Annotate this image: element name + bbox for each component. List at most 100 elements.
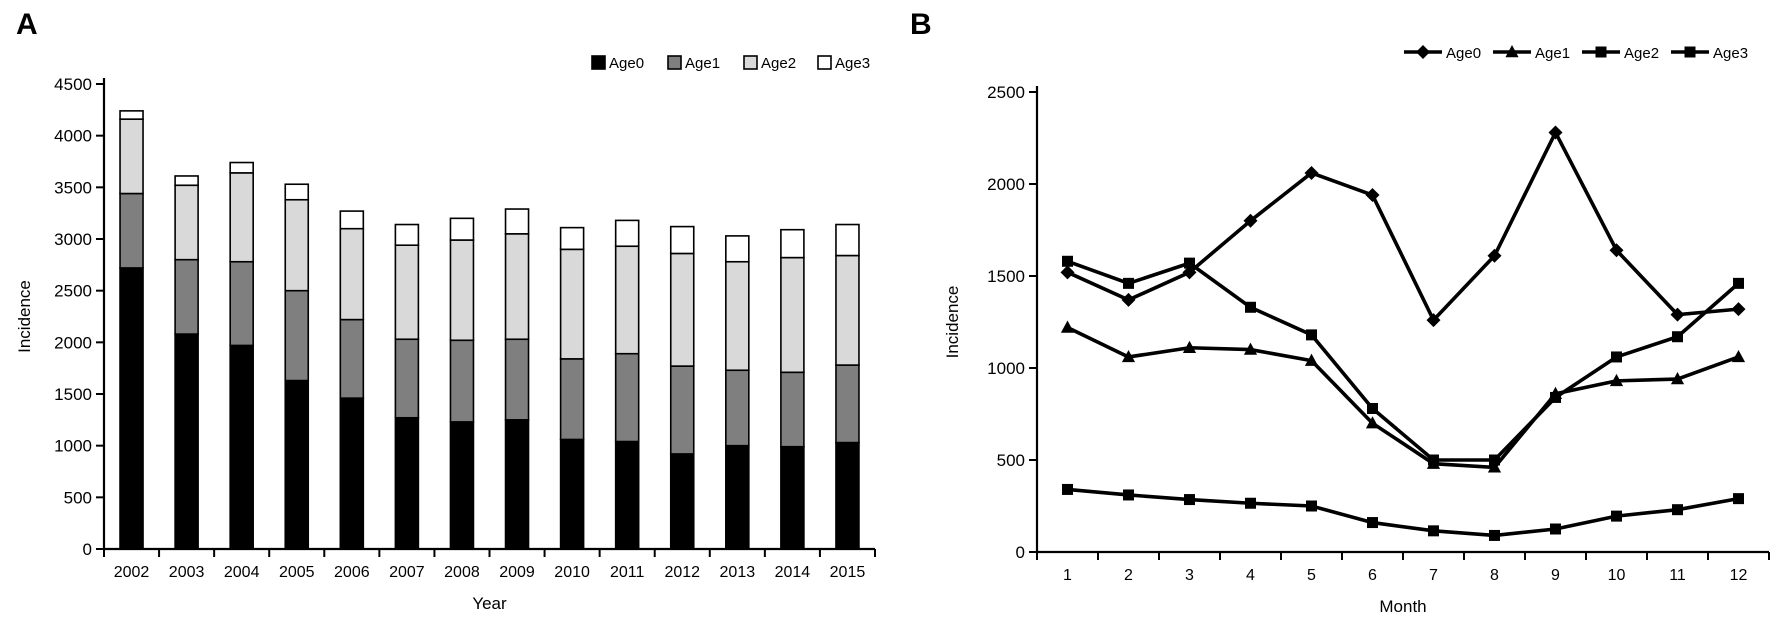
bar-segment-age2 [229, 172, 254, 263]
y-tick-label: 4500 [54, 75, 92, 94]
bar-segment-age0 [835, 441, 860, 550]
data-point-diamond-icon [1243, 213, 1258, 228]
legend-triangle-icon [1505, 45, 1519, 58]
bar-segment-age2 [669, 252, 695, 367]
legend-swatch-icon [817, 55, 832, 70]
legend-square-icon [1595, 46, 1607, 58]
bar-segment-age2 [174, 184, 199, 261]
bar-segment-age1 [504, 338, 530, 421]
data-point-diamond-icon [1182, 265, 1197, 280]
y-tick-label: 0 [1016, 543, 1025, 562]
bar-segment-age0 [504, 419, 530, 550]
bar-segment-age2 [504, 233, 530, 341]
data-point-square-icon [1611, 351, 1622, 363]
x-tick-label: 1 [1063, 567, 1072, 584]
legend-label: Age2 [1624, 45, 1659, 62]
data-point-square-icon [1184, 257, 1195, 269]
panel-a-stacked-bar: 0 500 1000 1500 2000 2500 3000 3500 4000 4500 2002… [15, 8, 876, 613]
bar-segment-age2 [284, 198, 310, 292]
data-point-square-icon [1489, 454, 1500, 466]
bar-segment-age0 [119, 267, 144, 550]
bar-segment-age0 [449, 421, 475, 550]
bar-segment-age1 [394, 338, 420, 419]
data-point-diamond-icon [1304, 165, 1319, 180]
bar-segment-age1 [835, 364, 860, 444]
legend-diamond-icon [1416, 45, 1430, 59]
bar-segment-age3 [725, 235, 750, 263]
x-tick-label: 4 [1246, 567, 1255, 584]
bar-segment-age1 [174, 258, 199, 335]
data-point-triangle-icon [1304, 353, 1319, 366]
y-axis-title: Incidence [15, 280, 34, 353]
legend-label: Age1 [685, 55, 720, 72]
data-point-triangle-icon [1182, 340, 1197, 353]
bar-segment-age0 [559, 438, 585, 550]
bar-segment-age1 [669, 365, 695, 455]
data-point-diamond-icon [1609, 243, 1624, 258]
x-tick-label: 9 [1551, 567, 1560, 584]
x-axis-title: Month [1379, 597, 1426, 616]
x-tick-label: 2012 [664, 564, 700, 581]
bar-segment-age3 [339, 210, 365, 230]
y-tick-label: 3500 [54, 178, 92, 197]
legend-label: Age3 [1713, 45, 1748, 62]
x-tick-label: 2008 [444, 564, 480, 581]
data-point-triangle-icon [1609, 373, 1624, 387]
bars [119, 110, 860, 550]
x-tick-label: 2007 [389, 564, 425, 581]
legend-swatch-icon [591, 55, 606, 70]
bar-segment-age0 [669, 453, 695, 550]
y-tick-label: 500 [997, 451, 1025, 470]
x-tick-label: 7 [1429, 567, 1438, 584]
bar-segment-age3 [394, 223, 420, 247]
x-tick-label: 2003 [169, 564, 205, 581]
data-point-square-icon [1245, 301, 1256, 313]
data-point-square-icon [1489, 529, 1500, 541]
bar-segment-age0 [339, 397, 365, 550]
bar-segment-age1 [119, 192, 144, 269]
x-tick-label: 2004 [224, 564, 260, 581]
y-tick-label: 1000 [987, 359, 1025, 378]
bar-segment-age3 [780, 228, 805, 259]
bar-segment-age3 [559, 226, 585, 251]
data-point-diamond-icon [1365, 188, 1380, 203]
data-point-triangle-icon [1243, 342, 1258, 355]
bar-segment-age1 [339, 318, 365, 399]
bar-segment-age1 [780, 371, 805, 448]
bar-segment-age3 [669, 225, 695, 255]
data-point-triangle-icon [1060, 320, 1075, 333]
bar-segment-age3 [174, 175, 199, 187]
data-point-square-icon [1367, 517, 1378, 529]
bar-segment-age3 [119, 110, 144, 120]
data-point-diamond-icon [1548, 125, 1563, 140]
series-line-age0 [1066, 128, 1739, 324]
bar-segment-age3 [614, 219, 640, 248]
y-tick-label: 4000 [54, 127, 92, 146]
panel-b-line-chart: 0 500 1000 1500 2000 2500 1 2 3 4 5 6 7 8 9 10 11 12 Month… [886, 0, 1772, 624]
bar-segment-age2 [614, 245, 640, 355]
bar-segment-age2 [339, 227, 365, 321]
bar-segment-age2 [449, 239, 475, 342]
legend-label: Age0 [609, 55, 644, 72]
data-point-square-icon [1062, 255, 1073, 267]
legend-label: Age0 [1446, 45, 1481, 62]
bar-segment-age1 [284, 289, 310, 382]
bar-segment-age0 [725, 444, 750, 550]
x-tick-label: 11 [1669, 567, 1686, 584]
x-tick-label: 2 [1124, 567, 1133, 584]
legend-label: Age2 [761, 55, 796, 72]
data-point-triangle-icon [1670, 372, 1685, 385]
legend-swatch-icon [667, 55, 682, 70]
x-tick-label: 3 [1185, 567, 1194, 584]
y-tick-label: 0 [83, 540, 92, 559]
y-tick-label: 1500 [987, 267, 1025, 286]
bar-segment-age0 [394, 416, 420, 550]
panel-a-letter: A [16, 8, 38, 41]
bar-segment-age1 [614, 352, 640, 443]
x-tick-label: 2011 [610, 564, 645, 581]
bar-segment-age0 [780, 445, 805, 550]
y-tick-label: 2000 [987, 175, 1025, 194]
bar-segment-age3 [504, 208, 530, 235]
data-point-diamond-icon [1060, 265, 1075, 280]
